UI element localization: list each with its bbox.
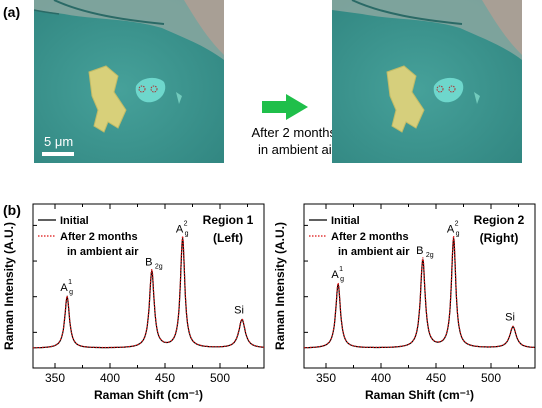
x-tick-label: 500 bbox=[481, 371, 501, 385]
x-axis-label: Raman Shift (cm⁻¹) bbox=[94, 388, 203, 402]
x-tick-label: 350 bbox=[316, 371, 336, 385]
region-title: Region 1 bbox=[203, 213, 254, 227]
scale-bar-label: 5 μm bbox=[44, 134, 73, 149]
plot-frame bbox=[32, 203, 265, 369]
peak-label-sub: 2g bbox=[426, 252, 434, 259]
x-tick-label: 400 bbox=[371, 371, 391, 385]
raman-chart-region1: Raman Intensity (A.U.) Raman Shift (cm⁻¹… bbox=[2, 203, 265, 402]
peak-label-sup: 2 bbox=[455, 221, 459, 228]
x-axis-label: Raman Shift (cm⁻¹) bbox=[365, 388, 474, 402]
peak-label-sub: g bbox=[185, 231, 189, 238]
arrow-caption-line2: in ambient air bbox=[257, 142, 336, 157]
panel-b-label: (b) bbox=[3, 202, 21, 218]
legend-after: After 2 months bbox=[331, 231, 409, 243]
region-subtitle: (Left) bbox=[213, 231, 243, 245]
x-tick-label: 450 bbox=[426, 371, 446, 385]
peak-label: A bbox=[447, 224, 455, 236]
legend-initial: Initial bbox=[60, 215, 89, 227]
micrograph-initial: 5 μm bbox=[34, 0, 224, 163]
arrow-caption: After 2 months in ambient air bbox=[228, 124, 336, 158]
arrow-caption-line1: After 2 months bbox=[251, 125, 336, 140]
peak-label: A bbox=[331, 269, 339, 281]
peak-label: Si bbox=[505, 312, 515, 324]
legend-initial: Initial bbox=[331, 215, 360, 227]
x-tick-label: 500 bbox=[210, 371, 230, 385]
series-after-2-months bbox=[304, 235, 535, 349]
x-tick-label: 350 bbox=[45, 371, 65, 385]
region-title: Region 2 bbox=[474, 213, 525, 227]
peak-label: B bbox=[145, 256, 152, 268]
y-axis-label: Raman Intensity (A.U.) bbox=[2, 222, 16, 350]
peak-label-sub: g bbox=[340, 276, 344, 283]
peak-label-sup: 1 bbox=[68, 279, 72, 286]
peak-label-sub: g bbox=[456, 231, 460, 238]
legend-after-line2: in ambient air bbox=[67, 246, 139, 258]
peak-label-sub: g bbox=[69, 289, 73, 296]
peak-label: Si bbox=[234, 305, 244, 317]
peak-label: B bbox=[416, 245, 423, 257]
peak-label-sup: 2 bbox=[184, 221, 188, 228]
panel-a-label: (a) bbox=[3, 4, 21, 20]
legend-after: After 2 months bbox=[60, 231, 138, 243]
arrow-icon bbox=[262, 94, 308, 120]
x-tick-label: 400 bbox=[100, 371, 120, 385]
raman-chart-region2: Raman Intensity (A.U.) Raman Shift (cm⁻¹… bbox=[273, 203, 536, 402]
micrograph-after bbox=[332, 0, 522, 163]
legend-after-line2: in ambient air bbox=[338, 246, 410, 258]
peak-label-sup: 1 bbox=[339, 266, 343, 273]
x-tick-label: 450 bbox=[155, 371, 175, 385]
peak-label-sub: 2g bbox=[155, 263, 163, 270]
series-after-2-months bbox=[33, 235, 264, 349]
plot-frame bbox=[303, 203, 536, 369]
y-axis-label: Raman Intensity (A.U.) bbox=[273, 222, 287, 350]
region-subtitle: (Right) bbox=[480, 231, 519, 245]
peak-label: A bbox=[176, 224, 184, 236]
peak-label: A bbox=[60, 282, 68, 294]
